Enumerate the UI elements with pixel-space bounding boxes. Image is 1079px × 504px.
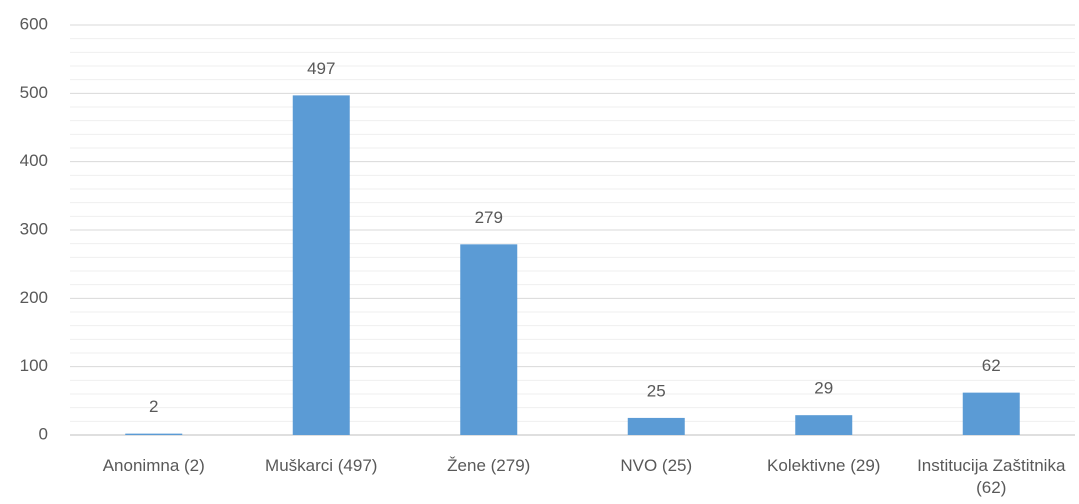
bar (292, 95, 350, 435)
data-label: 25 (647, 381, 666, 400)
data-label: 62 (982, 356, 1001, 375)
y-tick-label: 100 (20, 356, 48, 375)
data-label: 2 (149, 397, 158, 416)
x-tick-label: Muškarci (497) (265, 456, 378, 475)
y-tick-label: 300 (20, 219, 48, 238)
x-tick-label: Žene (279) (447, 456, 531, 475)
data-label: 29 (814, 379, 833, 398)
x-tick-label: NVO (25) (620, 456, 693, 475)
y-tick-label: 400 (20, 151, 48, 170)
data-label: 279 (475, 208, 503, 227)
data-label: 497 (307, 59, 335, 78)
bar (962, 392, 1020, 435)
x-tick-label: Institucija Zaštitnika (62) (917, 456, 1066, 497)
x-tick-label: Kolektivne (29) (767, 456, 881, 475)
y-tick-label: 600 (20, 14, 48, 33)
bar (125, 433, 183, 435)
bar (795, 415, 853, 435)
y-tick-label: 500 (20, 83, 48, 102)
y-tick-label: 200 (20, 288, 48, 307)
bar (627, 417, 685, 435)
x-tick-label: Anonimna (2) (102, 456, 205, 475)
bar (460, 244, 518, 435)
y-tick-label: 0 (39, 424, 48, 443)
